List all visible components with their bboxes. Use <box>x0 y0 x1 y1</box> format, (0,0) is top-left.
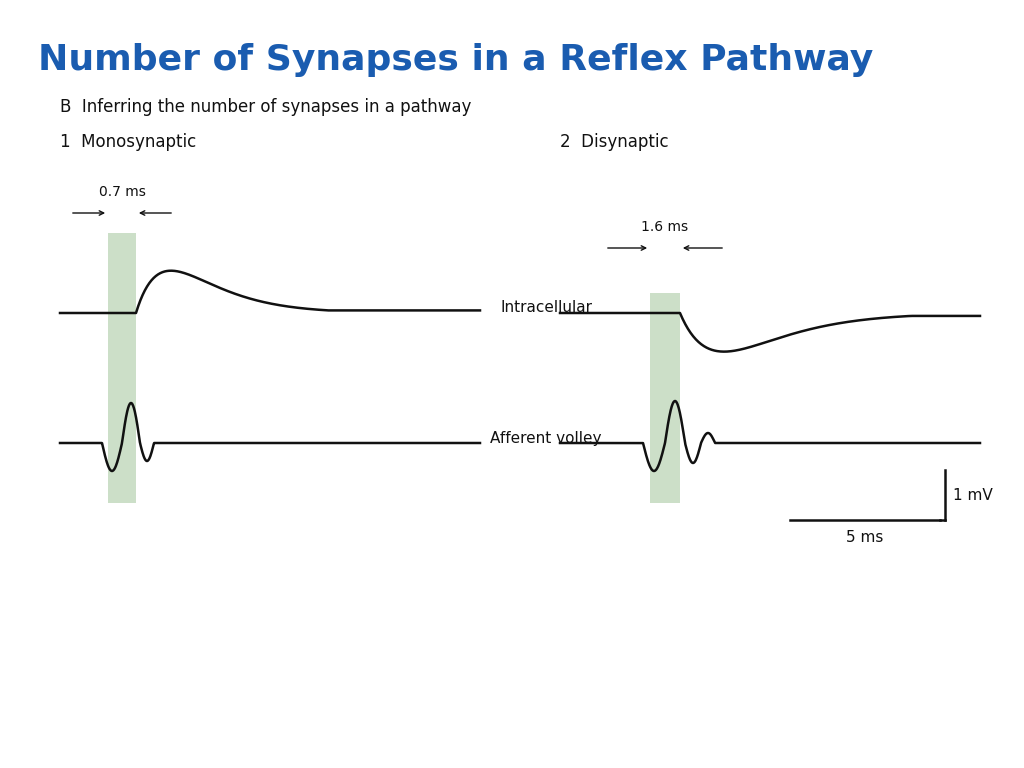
Text: 1 mV: 1 mV <box>953 488 992 502</box>
Bar <box>108 233 136 503</box>
Bar <box>650 293 680 503</box>
Text: 2  Disynaptic: 2 Disynaptic <box>560 133 669 151</box>
Text: 1  Monosynaptic: 1 Monosynaptic <box>60 133 197 151</box>
Text: Intracellular: Intracellular <box>500 300 592 316</box>
Text: 0.7 ms: 0.7 ms <box>98 185 145 199</box>
Text: Afferent volley: Afferent volley <box>490 431 601 445</box>
Text: Number of Synapses in a Reflex Pathway: Number of Synapses in a Reflex Pathway <box>38 43 873 77</box>
Text: 1.6 ms: 1.6 ms <box>641 220 688 234</box>
Text: B  Inferring the number of synapses in a pathway: B Inferring the number of synapses in a … <box>60 98 471 116</box>
Text: 5 ms: 5 ms <box>846 530 884 545</box>
